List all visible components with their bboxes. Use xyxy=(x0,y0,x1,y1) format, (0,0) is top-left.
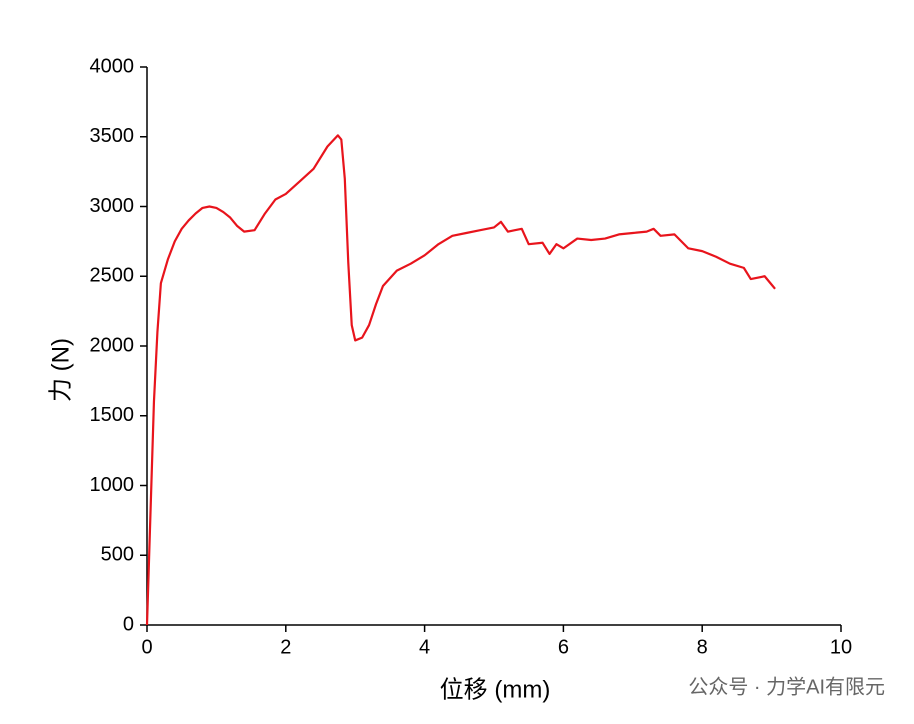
y-tick-label: 4000 xyxy=(90,55,135,77)
watermark: 公众号 · 力学AI有限元 xyxy=(688,675,885,698)
x-tick-label: 8 xyxy=(697,636,708,658)
y-tick-label: 2000 xyxy=(90,334,135,356)
x-tick-label: 2 xyxy=(280,636,291,658)
x-tick-label: 10 xyxy=(830,636,852,658)
data-line xyxy=(145,134,776,626)
y-axis-label: 力 (N) xyxy=(47,338,74,402)
y-tick-label: 1000 xyxy=(90,474,135,496)
y-tick-label: 2500 xyxy=(90,265,135,287)
x-tick-label: 0 xyxy=(141,636,152,658)
y-tick-label: 500 xyxy=(101,544,134,566)
y-tick-label: 1500 xyxy=(90,404,135,426)
x-axis-label: 位移 (mm) xyxy=(440,676,551,703)
x-tick-label: 4 xyxy=(419,636,430,658)
x-tick-label: 6 xyxy=(558,636,569,658)
y-tick-label: 0 xyxy=(123,613,134,635)
y-tick-label: 3000 xyxy=(90,195,135,217)
y-tick-label: 3500 xyxy=(90,125,135,147)
